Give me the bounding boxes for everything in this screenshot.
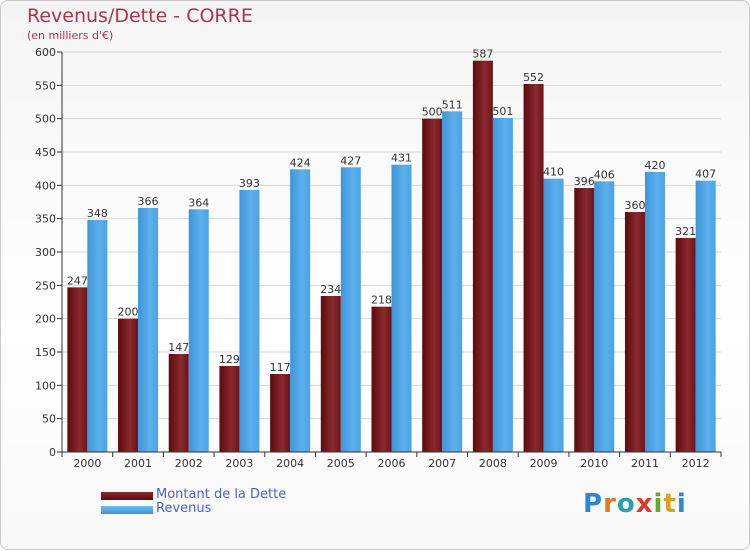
- proxiti-logo: Proxiti: [583, 489, 687, 519]
- data-label-dette: 552: [523, 71, 544, 84]
- data-label-dette: 396: [574, 175, 595, 188]
- data-label-revenus: 366: [138, 195, 159, 208]
- data-label-dette: 129: [219, 353, 240, 366]
- y-tick-label: 0: [49, 446, 56, 459]
- data-label-revenus: 424: [290, 156, 311, 169]
- bar-dette: [675, 238, 696, 452]
- data-label-revenus: 407: [695, 168, 716, 181]
- data-label-dette: 587: [472, 48, 493, 61]
- legend-swatch-revenus: [101, 506, 153, 514]
- bar-dette: [67, 287, 88, 452]
- bar-revenus: [695, 180, 716, 452]
- bar-revenus: [442, 111, 463, 452]
- y-tick-label: 100: [35, 379, 56, 392]
- y-tick-label: 200: [35, 313, 56, 326]
- data-label-dette: 234: [320, 283, 341, 296]
- bar-dette: [574, 188, 595, 452]
- y-tick-label: 600: [35, 46, 56, 59]
- bar-dette: [270, 374, 291, 452]
- data-labels: 247 348 200 366 147 364 129 393 117 424 234 427 218 4…: [67, 48, 716, 374]
- data-label-revenus: 431: [391, 152, 412, 165]
- data-label-revenus: 393: [239, 177, 260, 190]
- bar-dette: [118, 318, 139, 452]
- y-tick-label: 50: [42, 413, 56, 426]
- axes: 0 50 100 150 200 250 300 350 400 450 500 550 600 2000…: [35, 46, 722, 470]
- x-tick-label: 2005: [327, 457, 355, 470]
- bar-revenus: [239, 190, 260, 452]
- bar-revenus: [543, 178, 564, 452]
- x-tick-label: 2012: [682, 457, 710, 470]
- bar-revenus: [87, 220, 108, 452]
- x-tick-label: 2007: [428, 457, 456, 470]
- bar-dette: [320, 296, 341, 452]
- bar-dette: [219, 366, 240, 452]
- bar-revenus: [340, 167, 361, 453]
- bar-revenus: [391, 164, 412, 452]
- data-label-revenus: 427: [340, 154, 361, 167]
- y-tick-label: 150: [35, 346, 56, 359]
- legend-label-revenus: Revenus: [156, 501, 212, 516]
- data-label-dette: 147: [168, 341, 189, 354]
- bar-dette: [422, 118, 443, 453]
- bar-revenus: [594, 181, 615, 453]
- y-tick-label: 350: [35, 213, 56, 226]
- x-tick-label: 2006: [378, 457, 406, 470]
- data-label-dette: 117: [270, 361, 291, 374]
- y-tick-label: 400: [35, 179, 56, 192]
- x-tick-label: 2004: [276, 457, 304, 470]
- x-tick-label: 2001: [124, 457, 152, 470]
- data-label-dette: 218: [371, 294, 392, 307]
- bar-revenus: [644, 172, 665, 452]
- y-tick-label: 300: [35, 246, 56, 259]
- bar-dette: [168, 354, 189, 452]
- x-tick-label: 2000: [73, 457, 101, 470]
- bar-dette: [523, 84, 544, 452]
- x-tick-label: 2003: [225, 457, 253, 470]
- data-label-dette: 321: [675, 225, 696, 238]
- data-label-revenus: 364: [188, 196, 209, 209]
- data-label-dette: 500: [422, 106, 443, 119]
- bar-revenus: [138, 208, 159, 452]
- bar-dette: [472, 60, 493, 453]
- y-tick-label: 250: [35, 279, 56, 292]
- data-label-revenus: 410: [543, 166, 564, 179]
- chart-subtitle: (en milliers d'€): [27, 29, 114, 42]
- x-tick-label: 2002: [175, 457, 203, 470]
- bars: [67, 60, 716, 453]
- x-tick-label: 2008: [479, 457, 507, 470]
- data-label-dette: 200: [118, 306, 139, 319]
- bar-dette: [624, 212, 645, 452]
- bar-revenus: [188, 209, 209, 452]
- chart-title: Revenus/Dette - CORRE: [27, 5, 253, 27]
- y-tick-label: 500: [35, 113, 56, 126]
- data-label-revenus: 406: [594, 168, 615, 181]
- data-label-revenus: 348: [87, 207, 108, 220]
- data-label-revenus: 420: [644, 159, 665, 172]
- data-label-revenus: 511: [442, 98, 463, 111]
- x-tick-label: 2010: [580, 457, 608, 470]
- bar-revenus: [290, 169, 311, 453]
- x-tick-label: 2009: [530, 457, 558, 470]
- data-label-dette: 360: [624, 199, 645, 212]
- bar-dette: [371, 306, 392, 452]
- y-tick-label: 550: [35, 79, 56, 92]
- bar-revenus: [492, 118, 513, 452]
- legend-swatch-debt: [101, 492, 153, 500]
- y-tick-label: 450: [35, 146, 56, 159]
- data-label-dette: 247: [67, 274, 88, 287]
- legend-label-debt: Montant de la Dette: [156, 487, 287, 502]
- data-label-revenus: 501: [492, 105, 513, 118]
- x-tick-label: 2011: [631, 457, 659, 470]
